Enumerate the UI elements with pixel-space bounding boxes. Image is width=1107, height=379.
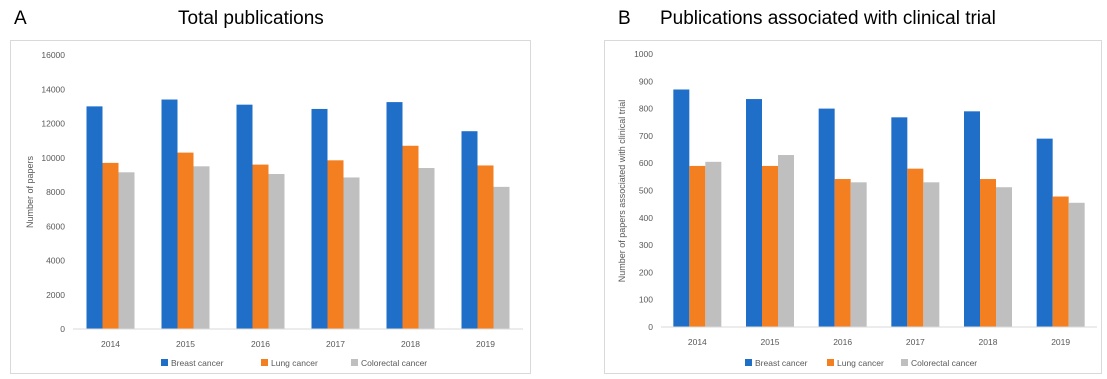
legend-label-lung-cancer: Lung cancer — [837, 358, 884, 368]
bar-colorectal-cancer-2014 — [118, 172, 135, 329]
bar-colorectal-cancer-2014 — [705, 161, 722, 327]
chart-b-frame: 0 100 200 300 400 500 600 700 800 900 1000 Number o… — [604, 40, 1102, 374]
bar-breast-cancer-2017 — [311, 108, 328, 329]
bar-colorectal-cancer-2016 — [268, 174, 285, 329]
bar-lung-cancer-2019 — [477, 165, 494, 329]
x-tick-label: 2016 — [833, 337, 852, 347]
bar-breast-cancer-2017 — [891, 117, 908, 327]
legend-swatch-lung-cancer — [261, 359, 268, 366]
legend-swatch-breast-cancer — [745, 359, 752, 366]
bar-lung-cancer-2015 — [762, 165, 778, 327]
y-tick-label: 12000 — [41, 119, 65, 129]
bar-lung-cancer-2014 — [689, 165, 706, 327]
bar-lung-cancer-2014 — [102, 162, 119, 329]
bar-lung-cancer-2018 — [980, 179, 996, 327]
chart-a-frame: 0 2000 4000 6000 8000 10000 12000 14000 16000 Num… — [10, 40, 531, 374]
bar-colorectal-cancer-2017 — [923, 182, 940, 327]
y-tick-label: 0 — [60, 324, 65, 334]
legend-label-colorectal-cancer: Colorectal cancer — [361, 358, 427, 368]
y-tick-label: 200 — [639, 267, 653, 277]
bar-breast-cancer-2015 — [161, 99, 178, 330]
bar-lung-cancer-2018 — [402, 145, 419, 329]
y-tick-label: 6000 — [46, 221, 65, 231]
bar-colorectal-cancer-2017 — [343, 177, 360, 329]
bar-colorectal-cancer-2016 — [850, 182, 867, 327]
legend-swatch-breast-cancer — [161, 359, 168, 366]
x-tick-label: 2014 — [101, 339, 120, 349]
bar-colorectal-cancer-2018 — [996, 187, 1012, 327]
bar-lung-cancer-2016 — [252, 164, 269, 329]
bar-breast-cancer-2019 — [1036, 138, 1053, 327]
legend-swatch-colorectal-cancer — [901, 359, 908, 366]
x-tick-label: 2014 — [688, 337, 707, 347]
y-tick-label: 8000 — [46, 187, 65, 197]
bar-lung-cancer-2016 — [834, 179, 851, 327]
x-tick-label: 2017 — [326, 339, 345, 349]
x-tick-label: 2018 — [979, 337, 998, 347]
legend-label-breast-cancer: Breast cancer — [171, 358, 224, 368]
chart-a: 0 2000 4000 6000 8000 10000 12000 14000 16000 Num… — [25, 50, 523, 368]
bar-colorectal-cancer-2015 — [193, 166, 210, 329]
y-tick-label: 900 — [639, 76, 653, 86]
panel-a-letter: A — [14, 8, 27, 29]
bar-breast-cancer-2014 — [673, 89, 690, 327]
panel-a-title: Total publications — [178, 8, 324, 29]
y-tick-label: 14000 — [41, 84, 65, 94]
bar-breast-cancer-2018 — [386, 102, 403, 329]
bar-breast-cancer-2016 — [236, 104, 253, 329]
bar-lung-cancer-2015 — [177, 152, 194, 329]
y-tick-label: 400 — [639, 213, 653, 223]
x-tick-label: 2019 — [476, 339, 495, 349]
bar-breast-cancer-2019 — [461, 131, 478, 329]
y-tick-label: 1000 — [634, 49, 653, 59]
panel-b-title: Publications associated with clinical tr… — [660, 8, 996, 29]
x-tick-label: 2016 — [251, 339, 270, 349]
bar-colorectal-cancer-2019 — [493, 186, 510, 329]
bar-breast-cancer-2016 — [818, 108, 835, 327]
bar-breast-cancer-2018 — [964, 111, 980, 327]
y-axis-label: Number of papers — [25, 155, 35, 228]
y-tick-label: 300 — [639, 240, 653, 250]
x-tick-label: 2015 — [761, 337, 780, 347]
y-tick-label: 10000 — [41, 153, 65, 163]
y-tick-label: 4000 — [46, 256, 65, 266]
chart-b: 0 100 200 300 400 500 600 700 800 900 1000 Number o… — [617, 49, 1097, 368]
y-axis-label: Number of papers associated with clinica… — [617, 100, 627, 283]
bar-colorectal-cancer-2015 — [778, 155, 794, 327]
bar-breast-cancer-2014 — [86, 106, 103, 329]
y-tick-label: 0 — [648, 322, 653, 332]
y-tick-label: 800 — [639, 104, 653, 114]
legend-label-breast-cancer: Breast cancer — [755, 358, 808, 368]
legend-swatch-lung-cancer — [827, 359, 834, 366]
panel-b-letter: B — [618, 8, 631, 29]
y-tick-label: 2000 — [46, 290, 65, 300]
y-tick-label: 500 — [639, 186, 653, 196]
y-tick-label: 700 — [639, 131, 653, 141]
x-tick-label: 2015 — [176, 339, 195, 349]
bar-lung-cancer-2019 — [1052, 196, 1069, 327]
x-tick-label: 2018 — [401, 339, 420, 349]
legend-swatch-colorectal-cancer — [351, 359, 358, 366]
bar-breast-cancer-2015 — [746, 99, 762, 327]
bar-lung-cancer-2017 — [907, 168, 924, 327]
legend-label-colorectal-cancer: Colorectal cancer — [911, 358, 977, 368]
y-tick-label: 16000 — [41, 50, 65, 60]
bar-colorectal-cancer-2018 — [418, 168, 435, 329]
y-tick-label: 100 — [639, 295, 653, 305]
bar-lung-cancer-2017 — [327, 160, 344, 329]
y-tick-label: 600 — [639, 158, 653, 168]
legend-label-lung-cancer: Lung cancer — [271, 358, 318, 368]
bar-colorectal-cancer-2019 — [1068, 202, 1085, 327]
x-tick-label: 2017 — [906, 337, 925, 347]
x-tick-label: 2019 — [1051, 337, 1070, 347]
